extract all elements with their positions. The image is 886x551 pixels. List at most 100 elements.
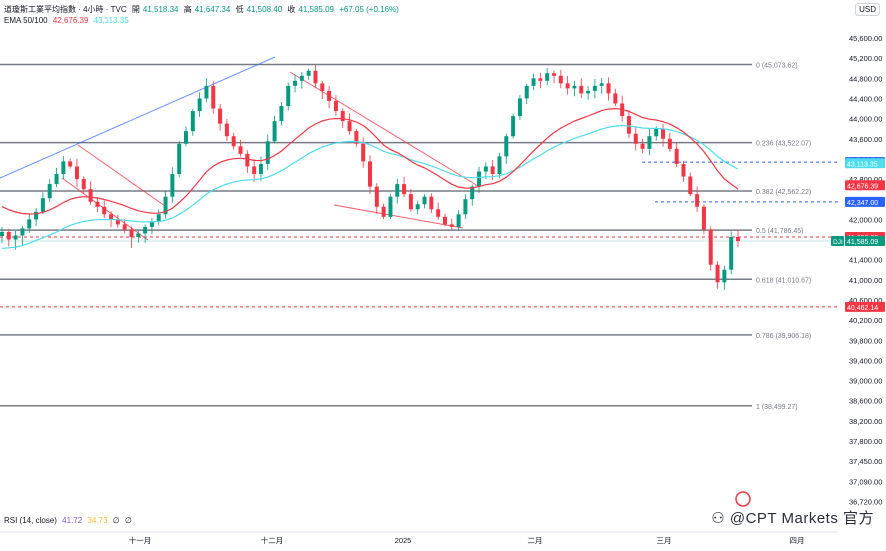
price-tag-label: 42,676.39	[847, 183, 878, 190]
candle-body	[449, 224, 454, 227]
candle-body	[592, 85, 597, 91]
currency-badge[interactable]: USD	[855, 3, 880, 16]
candle-body	[497, 156, 502, 175]
candle-body	[6, 231, 11, 240]
close-value: 41,585.09	[298, 5, 334, 14]
y-tick-label: 39,400.00	[849, 356, 882, 365]
candle-body	[640, 143, 645, 149]
ema-label: EMA 50/100	[4, 16, 48, 25]
candle-body	[163, 196, 168, 215]
fib-level-label: 0.618 (41,010.67)	[756, 277, 811, 284]
y-tick-label: 45,200.00	[849, 54, 882, 63]
candle-body	[436, 209, 441, 217]
candle-body	[149, 221, 154, 227]
candle-body	[722, 269, 727, 283]
fib-level-label: 0.382 (42,562.22)	[756, 189, 811, 196]
price-tag-label: 40,462.14	[847, 305, 878, 312]
y-tick-label: 37,800.00	[849, 437, 882, 446]
candle-body	[20, 228, 25, 236]
x-tick-label: 三月	[657, 536, 672, 545]
rsi-extra-1: ∅	[112, 516, 120, 525]
candle-body	[293, 80, 298, 86]
candle-body	[224, 123, 229, 137]
candle-body	[674, 148, 679, 164]
price-tag-box	[845, 236, 885, 247]
candle-body	[13, 235, 18, 240]
candle-body	[102, 206, 107, 215]
candle-body	[95, 201, 100, 207]
candle-body	[313, 70, 318, 84]
candle-body	[626, 116, 631, 134]
candle-body	[47, 184, 52, 199]
candle-body	[688, 176, 693, 195]
low-value: 41,508.40	[246, 5, 283, 14]
candle-body	[68, 161, 73, 167]
watermark-text: ⚇ @CPT Markets 官方	[711, 510, 874, 527]
candle-body	[422, 196, 427, 205]
candle-body	[633, 133, 638, 144]
candle-body	[545, 73, 550, 81]
candle-body	[402, 184, 407, 195]
candle-body	[654, 128, 659, 137]
x-tick-label: 十二月	[261, 535, 284, 545]
candle-body	[552, 73, 556, 76]
x-tick-label: 2025	[395, 536, 412, 545]
fib-level-label: 1 (38,499.27)	[756, 404, 798, 411]
candle-body	[238, 146, 243, 154]
candle-body	[354, 131, 359, 144]
candle-body	[368, 161, 372, 187]
price-tag-box	[845, 180, 885, 191]
candle-body	[190, 111, 195, 132]
y-tick-label: 37,450.00	[849, 457, 882, 466]
candle-body	[197, 98, 202, 112]
candle-body	[306, 70, 311, 76]
candle-body	[231, 136, 236, 147]
price-tag-label: 43,113.35	[847, 161, 878, 168]
ema100-line	[1, 124, 739, 249]
candle-body	[729, 236, 734, 270]
rsi-legend[interactable]: RSI (14, close) 41.72 34.73 ∅ ∅	[4, 516, 135, 525]
open-label: 開	[131, 5, 140, 14]
candle-body	[442, 216, 447, 225]
ema-legend[interactable]: EMA 50/100 42,676.39 43,113.35	[4, 16, 132, 25]
candle-body	[218, 108, 223, 124]
candle-body	[408, 194, 413, 210]
open-value: 41,518.34	[142, 5, 179, 14]
y-tick-label: 42,800.00	[849, 175, 882, 184]
y-tick-label: 45,600.00	[849, 34, 882, 43]
candle-body	[245, 153, 250, 167]
low-label: 低	[235, 5, 244, 14]
wedge-line-top	[289, 71, 479, 187]
rsi-value: 41.72	[62, 516, 83, 525]
fib-level-label: 0.5 (41,786.45)	[756, 228, 803, 235]
candle-body	[129, 229, 134, 237]
candle-body	[531, 78, 536, 86]
candle-body	[429, 196, 434, 210]
fib-level-label: 0.786 (39,906.18)	[756, 333, 811, 340]
candle-body	[156, 214, 161, 222]
candle-body	[647, 136, 652, 149]
price-tag-box	[845, 301, 885, 312]
candle-body	[517, 98, 522, 117]
y-tick-label: 43,600.00	[849, 135, 882, 144]
candle-body	[395, 184, 400, 197]
candle-body	[613, 93, 618, 104]
candle-body	[272, 121, 277, 142]
x-tick-label: 二月	[528, 536, 543, 545]
y-tick-label: 44,000.00	[849, 115, 882, 124]
x-tick-label: 四月	[790, 536, 805, 545]
trend-line-upper	[0, 56, 276, 179]
candle-body	[701, 206, 706, 230]
candle-body	[463, 199, 468, 215]
y-tick-label: 38,200.00	[849, 417, 882, 426]
y-tick-label: 39,800.00	[849, 336, 882, 345]
candle-body	[504, 136, 509, 157]
candle-body	[490, 166, 495, 175]
candle-body	[177, 143, 182, 175]
channel-line-top	[77, 144, 166, 207]
candle-body	[579, 85, 584, 94]
y-tick-label: 44,400.00	[849, 94, 882, 103]
candle-body	[524, 85, 529, 99]
candle-body	[415, 204, 420, 210]
